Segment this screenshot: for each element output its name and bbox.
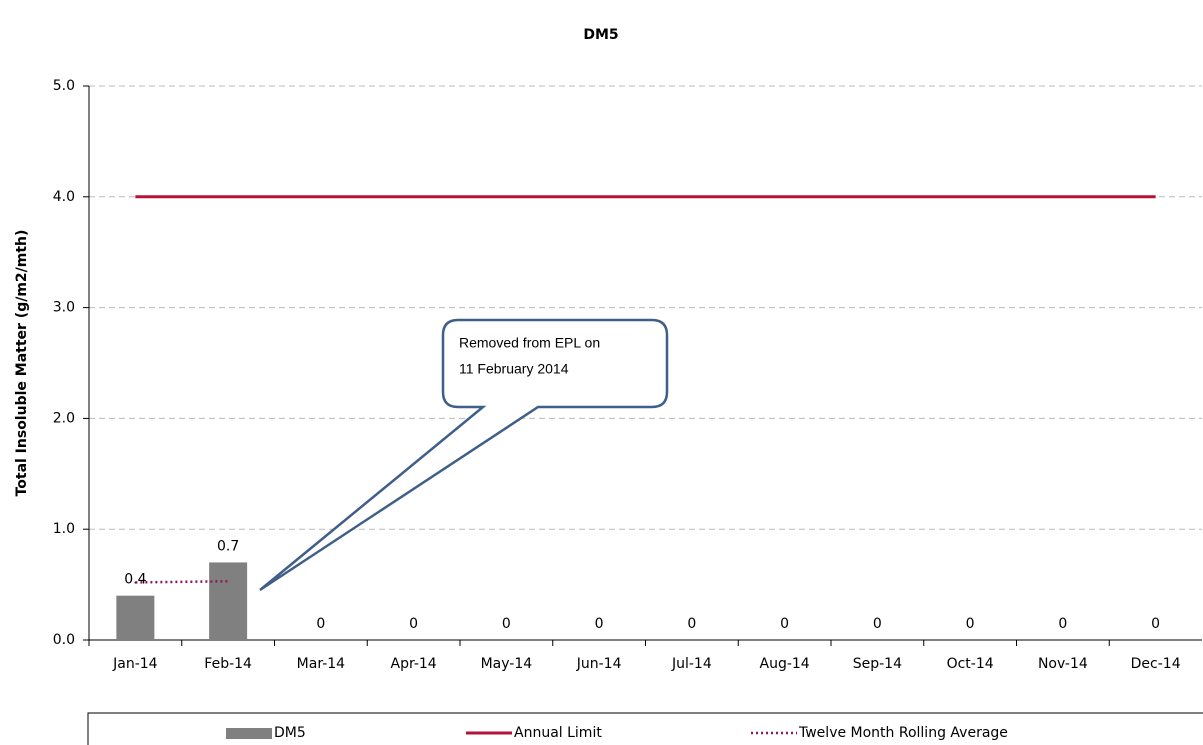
bar: [116, 595, 155, 640]
data-label: 0: [316, 616, 325, 632]
callout: [259, 318, 669, 592]
data-label: 0.4: [124, 572, 146, 588]
x-tick-label: Oct-14: [947, 656, 994, 672]
data-label: 0: [1151, 616, 1160, 632]
data-label: 0: [966, 616, 975, 632]
data-label: 0.7: [217, 538, 239, 554]
y-tick-label: 4.0: [53, 189, 75, 205]
annotation: Removed from EPL on: [459, 335, 600, 351]
annotation: 11 February 2014: [459, 361, 569, 377]
y-tick-label: 3.0: [53, 300, 75, 316]
y-tick-label: 5.0: [53, 78, 75, 94]
series-line: [135, 580, 229, 584]
x-tick-label: Jan-14: [112, 656, 158, 672]
data-label: 0: [687, 616, 696, 632]
legend-box: [87, 712, 1203, 745]
y-tick-label: 0.0: [53, 632, 75, 648]
x-tick-label: Feb-14: [204, 656, 252, 672]
legend-label: DM5: [274, 725, 306, 741]
x-tick-label: Apr-14: [391, 656, 437, 672]
x-tick-label: Jun-14: [576, 656, 622, 672]
x-tick-label: May-14: [481, 656, 533, 672]
x-tick-label: Sep-14: [853, 656, 902, 672]
legend-swatch: [226, 728, 272, 739]
data-label: 0: [873, 616, 882, 632]
x-tick-label: Jul-14: [671, 656, 712, 672]
data-label: 0: [595, 616, 604, 632]
y-tick-label: 2.0: [53, 410, 75, 426]
data-label: 0: [409, 616, 418, 632]
legend-label: Annual Limit: [514, 725, 602, 741]
bar: [209, 562, 248, 640]
data-label: 0: [502, 616, 511, 632]
legend-label: Twelve Month Rolling Average: [798, 725, 1008, 741]
x-tick-label: Aug-14: [760, 656, 810, 672]
y-axis-title: Total Insoluble Matter (g/m2/mth): [14, 230, 30, 497]
x-tick-label: Dec-14: [1131, 656, 1181, 672]
chart-title: DM5: [583, 27, 618, 43]
x-tick-label: Mar-14: [297, 656, 345, 672]
data-label: 0: [1058, 616, 1067, 632]
y-tick-label: 1.0: [53, 521, 75, 537]
data-label: 0: [780, 616, 789, 632]
x-tick-label: Nov-14: [1038, 656, 1088, 672]
